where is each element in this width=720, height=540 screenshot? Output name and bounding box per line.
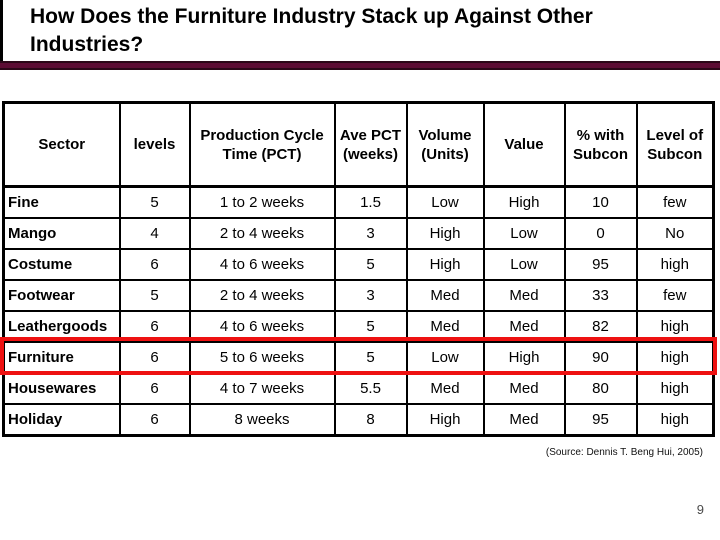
header-cell-levels: levels xyxy=(118,101,191,188)
sector-cell: Holiday xyxy=(2,403,121,437)
table-cell: few xyxy=(635,185,715,219)
table-cell: 95 xyxy=(563,403,638,437)
table-cell: Med xyxy=(482,403,566,437)
table-cell: high xyxy=(635,372,715,405)
table-cell: Med xyxy=(405,310,485,343)
table-cell: 1 to 2 weeks xyxy=(188,185,336,219)
table-cell: Med xyxy=(405,372,485,405)
table-row-footwear: Footwear 5 2 to 4 weeks 3 Med Med 33 few xyxy=(2,279,715,312)
table-cell: 2 to 4 weeks xyxy=(188,217,336,250)
source-citation: (Source: Dennis T. Beng Hui, 2005) xyxy=(545,447,703,458)
table-cell: 4 to 6 weeks xyxy=(188,310,336,343)
table-cell: 6 xyxy=(118,372,191,405)
table-cell: High xyxy=(405,403,485,437)
header-cell-level-subcon: Level of Subcon xyxy=(635,101,715,188)
table-cell: 95 xyxy=(563,248,638,281)
table-cell: 8 xyxy=(333,403,408,437)
table-cell: 2 to 4 weeks xyxy=(188,279,336,312)
table-cell: high xyxy=(635,403,715,437)
table-cell: Med xyxy=(482,372,566,405)
table-cell: High xyxy=(482,341,566,374)
table-row-fine: Fine 5 1 to 2 weeks 1.5 Low High 10 few xyxy=(2,185,715,219)
table-cell: few xyxy=(635,279,715,312)
table-row-leathergoods: Leathergoods 6 4 to 6 weeks 5 Med Med 82… xyxy=(2,310,715,343)
title-underline-bar xyxy=(0,61,720,70)
header-cell-value: Value xyxy=(482,101,566,188)
table-cell: Low xyxy=(482,248,566,281)
sector-cell: Costume xyxy=(2,248,121,281)
table-row-holiday: Holiday 6 8 weeks 8 High Med 95 high xyxy=(2,403,715,437)
table-cell: 0 xyxy=(563,217,638,250)
industry-comparison-table: Sector levels Production Cycle Time (PCT… xyxy=(2,101,715,437)
left-edge-line xyxy=(0,0,3,62)
header-cell-ave-pct: Ave PCT (weeks) xyxy=(333,101,408,188)
page-number: 9 xyxy=(696,502,704,517)
table-cell: Low xyxy=(482,217,566,250)
header-cell-pct: Production Cycle Time (PCT) xyxy=(188,101,336,188)
table-cell: 4 to 7 weeks xyxy=(188,372,336,405)
table-cell: 5.5 xyxy=(333,372,408,405)
sector-cell: Mango xyxy=(2,217,121,250)
header-cell-volume: Volume (Units) xyxy=(405,101,485,188)
table-cell: 4 xyxy=(118,217,191,250)
table-row-furniture: Furniture 6 5 to 6 weeks 5 Low High 90 h… xyxy=(2,341,715,374)
table-cell: Med xyxy=(405,279,485,312)
table-cell: Low xyxy=(405,341,485,374)
table-cell: 6 xyxy=(118,403,191,437)
table-header-row: Sector levels Production Cycle Time (PCT… xyxy=(2,101,715,188)
table-cell: 5 xyxy=(118,185,191,219)
table-cell: 5 xyxy=(333,310,408,343)
table-cell: 4 to 6 weeks xyxy=(188,248,336,281)
header-cell-pct-subcon: % with Subcon xyxy=(563,101,638,188)
table-cell: No xyxy=(635,217,715,250)
table-cell: 3 xyxy=(333,217,408,250)
sector-cell: Housewares xyxy=(2,372,121,405)
table-cell: 90 xyxy=(563,341,638,374)
table-cell: High xyxy=(405,217,485,250)
table-cell: Med xyxy=(482,310,566,343)
table-cell: 6 xyxy=(118,341,191,374)
table-cell: 6 xyxy=(118,310,191,343)
table-cell: 5 xyxy=(118,279,191,312)
table-cell: 3 xyxy=(333,279,408,312)
table-cell: 6 xyxy=(118,248,191,281)
table-cell: 8 weeks xyxy=(188,403,336,437)
table-row-housewares: Housewares 6 4 to 7 weeks 5.5 Med Med 80… xyxy=(2,372,715,405)
table-cell: 10 xyxy=(563,185,638,219)
table-cell: 82 xyxy=(563,310,638,343)
table-cell: high xyxy=(635,341,715,374)
table-cell: high xyxy=(635,310,715,343)
table-cell: 5 to 6 weeks xyxy=(188,341,336,374)
table-cell: 5 xyxy=(333,248,408,281)
table-cell: 33 xyxy=(563,279,638,312)
table-cell: 5 xyxy=(333,341,408,374)
sector-cell: Leathergoods xyxy=(2,310,121,343)
table-cell: high xyxy=(635,248,715,281)
sector-cell: Footwear xyxy=(2,279,121,312)
table-row-mango: Mango 4 2 to 4 weeks 3 High Low 0 No xyxy=(2,217,715,250)
table-cell: High xyxy=(405,248,485,281)
table-cell: Med xyxy=(482,279,566,312)
page-title: How Does the Furniture Industry Stack up… xyxy=(30,5,593,56)
table-row-costume: Costume 6 4 to 6 weeks 5 High Low 95 hig… xyxy=(2,248,715,281)
sector-cell: Furniture xyxy=(2,341,121,374)
table-cell: 1.5 xyxy=(333,185,408,219)
table-cell: 80 xyxy=(563,372,638,405)
header-cell-sector: Sector xyxy=(2,101,121,188)
table-cell: High xyxy=(482,185,566,219)
table-cell: Low xyxy=(405,185,485,219)
sector-cell: Fine xyxy=(2,185,121,219)
